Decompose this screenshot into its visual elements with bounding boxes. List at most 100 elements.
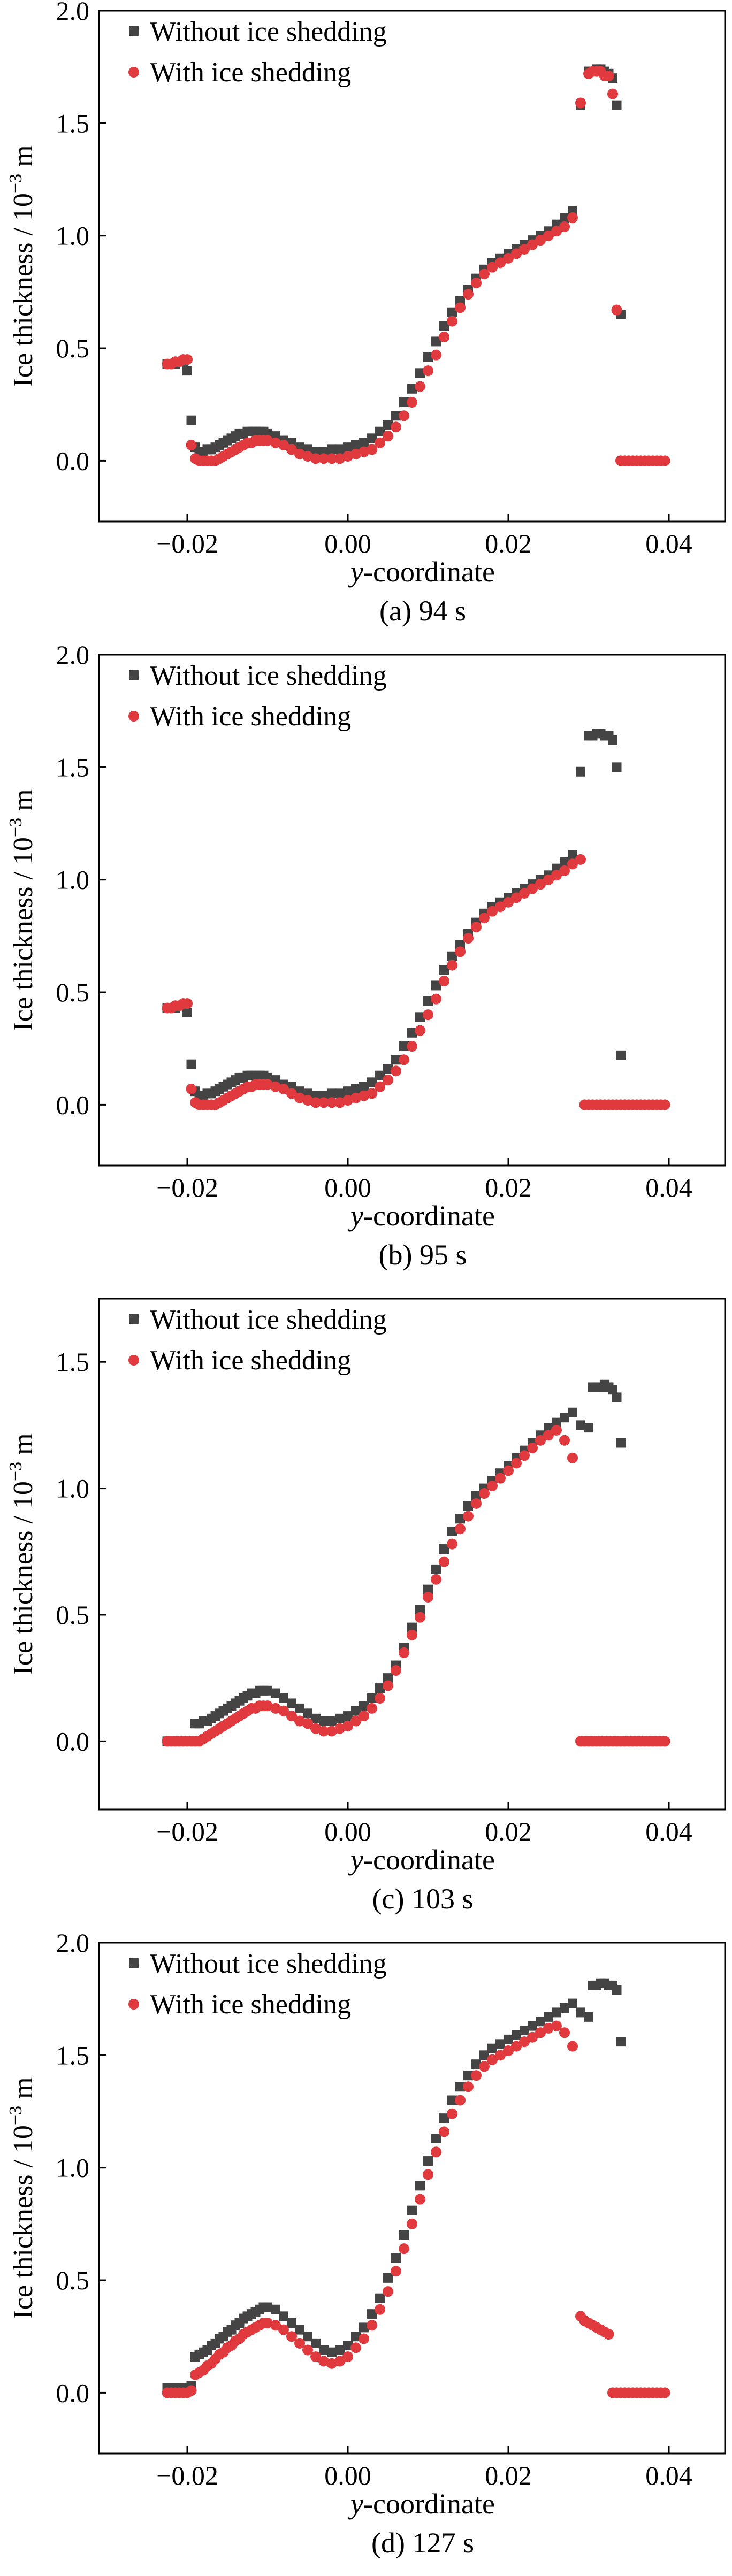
point-with-ice-shedding <box>375 2304 385 2315</box>
point-without-ice-shedding <box>359 1701 369 1711</box>
point-with-ice-shedding <box>479 269 490 280</box>
point-without-ice-shedding <box>343 442 353 453</box>
point-with-ice-shedding <box>511 892 522 903</box>
point-without-ice-shedding <box>423 996 433 1006</box>
point-with-ice-shedding <box>503 252 514 264</box>
point-with-ice-shedding <box>310 1723 321 1734</box>
legend: Without ice shedding With ice shedding <box>128 17 387 88</box>
series-with-ice-shedding <box>162 2020 670 2398</box>
point-with-ice-shedding <box>286 2331 297 2342</box>
point-without-ice-shedding <box>431 336 441 347</box>
point-with-ice-shedding <box>286 1088 297 1099</box>
y-tick-label: 0.0 <box>56 446 90 476</box>
panel-caption: (b) 95 s <box>379 1239 467 1271</box>
point-with-ice-shedding <box>611 304 622 316</box>
legend-marker-without <box>129 1314 139 1324</box>
point-without-ice-shedding <box>287 2318 296 2328</box>
point-with-ice-shedding <box>527 2031 538 2043</box>
point-without-ice-shedding <box>560 2003 569 2013</box>
point-without-ice-shedding <box>487 2043 497 2053</box>
point-with-ice-shedding <box>487 1480 498 1491</box>
point-with-ice-shedding <box>503 896 514 908</box>
point-with-ice-shedding <box>487 906 498 917</box>
point-without-ice-shedding <box>367 1693 377 1703</box>
x-tick-label: 0.00 <box>324 2460 371 2490</box>
y-tick-label: 0.5 <box>56 1600 90 1630</box>
point-with-ice-shedding <box>375 1692 385 1704</box>
point-with-ice-shedding <box>431 2146 441 2158</box>
point-with-ice-shedding <box>543 874 554 885</box>
point-with-ice-shedding <box>302 2344 313 2356</box>
point-with-ice-shedding <box>559 1435 570 1446</box>
point-with-ice-shedding <box>511 248 522 259</box>
point-with-ice-shedding <box>535 1435 546 1446</box>
point-with-ice-shedding <box>415 1612 425 1623</box>
point-with-ice-shedding <box>278 439 289 450</box>
point-without-ice-shedding <box>431 1564 441 1574</box>
point-with-ice-shedding <box>431 993 441 1005</box>
point-with-ice-shedding <box>559 865 570 876</box>
point-without-ice-shedding <box>351 2332 361 2342</box>
y-tick-label: 0.5 <box>56 2265 90 2295</box>
point-without-ice-shedding <box>439 320 449 331</box>
point-with-ice-shedding <box>262 1079 273 1090</box>
x-tick-label: 0.02 <box>485 2460 532 2490</box>
point-with-ice-shedding <box>262 2317 273 2328</box>
point-with-ice-shedding <box>479 2061 490 2072</box>
point-without-ice-shedding <box>407 2205 417 2215</box>
x-tick-label: −0.02 <box>156 1172 218 1202</box>
legend-label-without: Without ice shedding <box>150 17 387 47</box>
point-without-ice-shedding <box>311 1713 321 1723</box>
chart-panel-d: −0.02 0.00 0.02 0.04 0.0 0.5 1.0 1.5 2.0 y-coordi… <box>0 1932 732 2576</box>
point-with-ice-shedding <box>439 1556 449 1567</box>
point-with-ice-shedding <box>326 1097 337 1108</box>
chart-panel-b: −0.02 0.00 0.02 0.04 0.0 0.5 1.0 1.5 2.0 y-coordi… <box>0 644 732 1288</box>
point-with-ice-shedding <box>551 1424 562 1436</box>
point-with-ice-shedding <box>463 1511 474 1522</box>
point-with-ice-shedding <box>350 1092 361 1103</box>
point-without-ice-shedding <box>576 766 585 777</box>
y-tick-label: 1.5 <box>56 1347 90 1377</box>
x-tick-label: 0.04 <box>645 528 692 558</box>
point-with-ice-shedding <box>447 2108 458 2119</box>
point-with-ice-shedding <box>342 450 353 462</box>
point-with-ice-shedding <box>326 2358 337 2369</box>
point-with-ice-shedding <box>302 1718 313 1729</box>
chart-panel-a: −0.02 0.00 0.02 0.04 0.0 0.5 1.0 1.5 2.0 y-coordi… <box>0 0 732 644</box>
point-with-ice-shedding <box>383 431 393 442</box>
series-with-ice-shedding <box>162 66 670 466</box>
point-with-ice-shedding <box>350 1715 361 1727</box>
point-without-ice-shedding <box>407 384 417 394</box>
point-without-ice-shedding <box>375 2293 385 2303</box>
legend-marker-with <box>128 1355 139 1366</box>
x-tick-label: 0.00 <box>324 1172 371 1202</box>
legend: Without ice shedding With ice shedding <box>128 1949 387 2020</box>
x-tick-label: −0.02 <box>156 1816 218 1846</box>
x-tick-label: 0.00 <box>324 1816 371 1846</box>
point-without-ice-shedding <box>407 1028 417 1038</box>
point-with-ice-shedding <box>495 1473 506 1484</box>
x-tick-label: 0.02 <box>485 528 532 558</box>
point-without-ice-shedding <box>319 1716 329 1726</box>
point-without-ice-shedding <box>399 2230 409 2240</box>
point-without-ice-shedding <box>186 1059 196 1069</box>
point-without-ice-shedding <box>295 2325 304 2335</box>
point-with-ice-shedding <box>375 437 385 448</box>
point-with-ice-shedding <box>278 2324 289 2335</box>
series-with-ice-shedding <box>162 1424 670 1747</box>
point-with-ice-shedding <box>439 976 449 987</box>
point-with-ice-shedding <box>535 2027 546 2038</box>
y-tick-label: 1.0 <box>56 2153 90 2183</box>
point-without-ice-shedding <box>343 1711 353 1721</box>
point-with-ice-shedding <box>359 1711 369 1722</box>
point-without-ice-shedding <box>279 2311 288 2321</box>
y-tick-label: 0.5 <box>56 977 90 1007</box>
y-tick-label: 1.5 <box>56 108 90 138</box>
point-with-ice-shedding <box>471 278 482 289</box>
point-without-ice-shedding <box>303 1708 312 1719</box>
point-with-ice-shedding <box>375 1081 385 1092</box>
point-with-ice-shedding <box>503 2045 514 2056</box>
point-with-ice-shedding <box>278 1705 289 1716</box>
point-with-ice-shedding <box>543 2022 554 2034</box>
point-without-ice-shedding <box>584 2012 593 2022</box>
